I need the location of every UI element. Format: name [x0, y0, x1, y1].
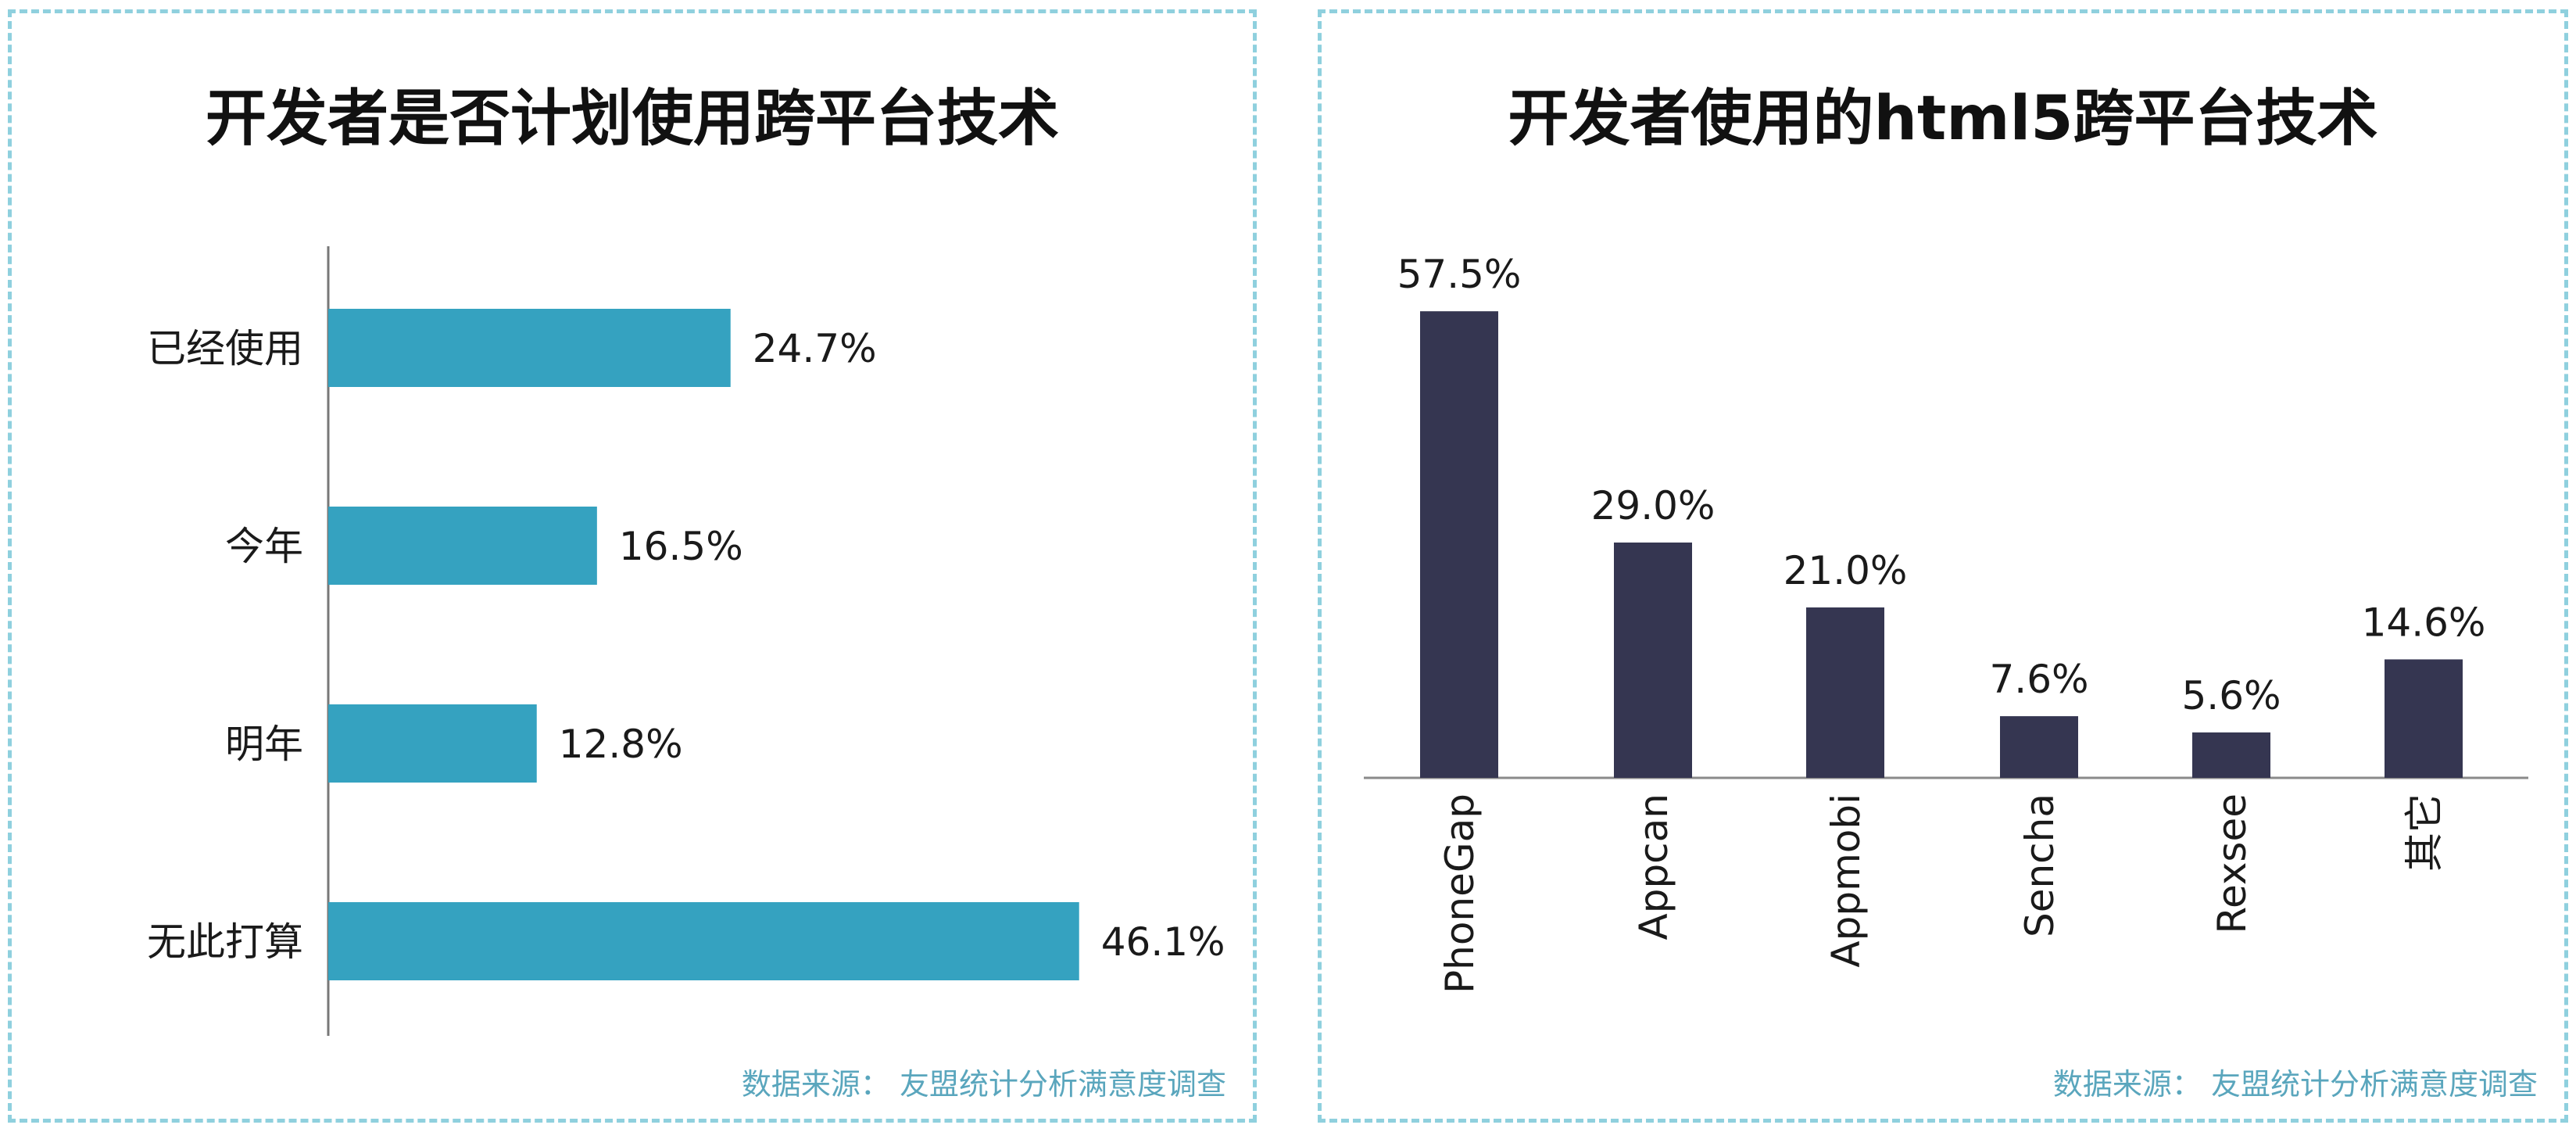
value-label: 7.6%	[1989, 657, 2088, 702]
category-label: PhoneGap	[1437, 793, 1483, 994]
bar	[328, 902, 1079, 980]
value-label: 24.7%	[753, 326, 877, 371]
right-chart-panel: 开发者使用的html5跨平台技术 57.5% PhoneGap 29.0% Appca…	[1318, 9, 2568, 1123]
category-label: Sencha	[2017, 793, 2063, 937]
category-label: 无此打算	[147, 919, 303, 965]
bar	[328, 507, 597, 585]
bar	[1806, 607, 1884, 778]
bar	[1420, 311, 1498, 778]
category-label: 明年	[225, 722, 303, 767]
category-label: 其它	[2402, 793, 2447, 872]
category-label: Appcan	[1631, 793, 1676, 940]
category-label: Appmobi	[1823, 793, 1869, 968]
bar	[2385, 659, 2463, 778]
value-label: 12.8%	[559, 722, 683, 767]
left-chart-panel: 开发者是否计划使用跨平台技术 已经使用 24.7% 今年 16.5% 明年 12.8% 无此…	[8, 9, 1257, 1123]
vertical-bar-chart: 57.5% PhoneGap 29.0% Appcan 21.0% Appmobi 7.6%…	[1364, 252, 2528, 994]
value-label: 57.5%	[1397, 252, 1522, 297]
value-label: 14.6%	[2362, 600, 2486, 645]
horizontal-bar-chart: 已经使用 24.7% 今年 16.5% 明年 12.8% 无此打算 46.1%	[147, 246, 1225, 1036]
category-label: 已经使用	[147, 326, 303, 371]
category-label: Rexsee	[2209, 793, 2255, 934]
value-label: 29.0%	[1591, 483, 1716, 528]
data-source-note: 数据来源： 友盟统计分析满意度调查	[741, 1067, 1226, 1102]
bar	[2192, 732, 2270, 778]
bar	[2000, 716, 2078, 778]
value-label: 16.5%	[619, 524, 743, 569]
chart-title: 开发者是否计划使用跨平台技术	[205, 84, 1059, 154]
value-label: 5.6%	[2181, 673, 2281, 718]
bar	[1614, 542, 1692, 778]
category-label: 今年	[225, 524, 303, 569]
bar	[328, 704, 537, 783]
data-source-note: 数据来源： 友盟统计分析满意度调查	[2052, 1067, 2538, 1102]
value-label: 46.1%	[1101, 919, 1225, 965]
bar	[328, 309, 731, 387]
chart-title: 开发者使用的html5跨平台技术	[1508, 84, 2378, 154]
value-label: 21.0%	[1784, 548, 1908, 593]
